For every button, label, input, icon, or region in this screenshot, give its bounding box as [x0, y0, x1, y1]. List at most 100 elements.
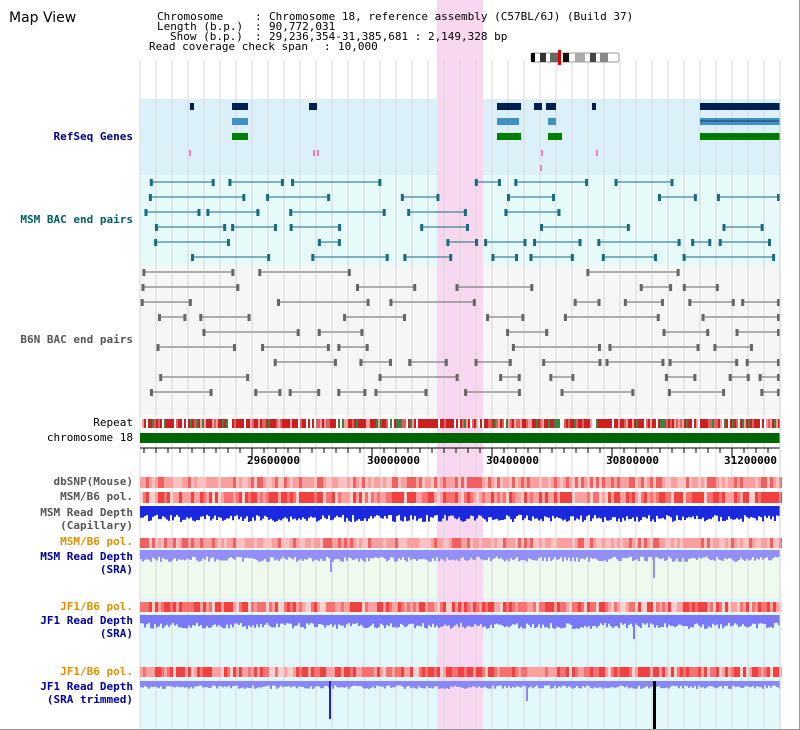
msm-sra-depth [610, 550, 612, 559]
heat-strip-cell [602, 477, 605, 488]
heat-strip-cell [623, 492, 626, 503]
msm-capillary-depth [200, 506, 202, 517]
msm-capillary-depth [270, 506, 272, 519]
heat-strip-cell [344, 538, 347, 548]
jf1-trimmed-depth [662, 681, 664, 689]
jf1-sra-depth [752, 615, 754, 624]
heat-strip-cell [554, 667, 557, 677]
heat-strip-cell [578, 492, 581, 503]
msm-capillary-depth [512, 506, 514, 522]
jf1-trimmed-depth [216, 681, 218, 689]
heat-strip-cell [272, 602, 275, 612]
msm-sra-depth [312, 550, 314, 562]
heat-strip-cell [281, 667, 284, 677]
heat-strip-cell [182, 667, 185, 677]
heat-strip-cell [287, 492, 290, 503]
ideogram-band [531, 53, 535, 62]
jf1-trimmed-depth [338, 681, 340, 688]
heat-strip-cell [257, 602, 260, 612]
b6n-bac-end [706, 329, 710, 336]
repeat-segment [174, 419, 176, 428]
jf1-sra-depth [686, 615, 688, 627]
heat-strip-cell [470, 602, 473, 612]
jf1-trimmed-depth [520, 681, 522, 688]
msm-capillary-depth [494, 506, 496, 520]
b6n-bac-end [360, 329, 364, 336]
heat-strip-cell [647, 477, 650, 488]
jf1-trimmed-depth [508, 681, 510, 687]
heat-strip-cell [743, 492, 746, 503]
heat-strip-cell [563, 492, 566, 503]
msm-capillary-depth [454, 506, 456, 519]
heat-strip-cell [770, 667, 773, 677]
repeat-segment [408, 419, 410, 428]
msm-sra-depth [506, 550, 508, 560]
b6n-bac-end [521, 314, 525, 321]
jf1-sra-depth [348, 615, 350, 623]
msm-sra-depth [646, 550, 648, 562]
heat-strip-cell [776, 667, 779, 677]
repeat-segment [196, 419, 198, 428]
b6n-bac-end [276, 299, 280, 306]
heat-strip-cell [626, 667, 629, 677]
heat-strip-cell [503, 492, 506, 503]
heat-strip-cell [254, 492, 257, 503]
heat-strip-cell [458, 538, 461, 548]
repeat-segment [680, 419, 682, 428]
jf1-trimmed-depth [724, 681, 726, 686]
msm-capillary-depth [346, 506, 348, 518]
jf1-sra-depth [542, 615, 544, 625]
track-label-refseq[interactable]: RefSeq Genes [53, 130, 133, 143]
heat-strip-cell [260, 667, 263, 677]
jf1-trimmed-depth [556, 681, 558, 689]
heat-strip-cell [197, 538, 200, 548]
heat-strip-cell [695, 477, 698, 488]
heat-strip-cell [470, 492, 473, 503]
msm-capillary-depth [598, 506, 600, 518]
msm-sra-depth [598, 550, 600, 561]
repeat-segment [344, 419, 346, 428]
jf1-sra-depth [334, 615, 336, 625]
jf1-trimmed-depth [464, 681, 466, 689]
repeat-segment [242, 419, 244, 428]
repeat-segment [150, 419, 152, 428]
track-label-msm-bac[interactable]: MSM BAC end pairs [20, 213, 133, 226]
jf1-sra-depth [430, 615, 432, 627]
repeat-segment [538, 419, 540, 428]
msm-sra-depth [494, 550, 496, 558]
jf1-trimmed-depth [554, 681, 556, 686]
msm-capillary-depth [728, 506, 730, 517]
heat-strip-cell [215, 602, 218, 612]
heat-strip-cell [443, 667, 446, 677]
jf1-trimmed-depth [430, 681, 432, 688]
heat-strip-cell [770, 492, 773, 503]
msm-sra-depth [214, 550, 216, 562]
heat-strip-cell [602, 492, 605, 503]
heat-strip-cell [242, 538, 245, 548]
heat-strip-cell [452, 667, 455, 677]
heat-strip-cell [674, 538, 677, 548]
msm-sra-depth [602, 550, 604, 561]
jf1-trimmed-depth [752, 681, 754, 687]
heat-strip-cell [725, 477, 728, 488]
heat-strip-cell [656, 602, 659, 612]
heat-strip-cell [755, 477, 758, 488]
heat-strip-cell [254, 538, 257, 548]
heat-strip-cell [734, 667, 737, 677]
heat-strip-cell [521, 602, 524, 612]
msm-sra-depth [732, 550, 734, 561]
msm-sra-depth [176, 550, 178, 562]
msm-sra-depth [488, 550, 490, 558]
heat-strip-cell [173, 492, 176, 503]
heat-strip-cell [509, 667, 512, 677]
msm-capillary-depth [442, 506, 444, 519]
heat-strip-cell [704, 602, 707, 612]
jf1-sra-depth [662, 615, 664, 628]
heat-strip-cell [497, 667, 500, 677]
track-label-b6n-bac[interactable]: B6N BAC end pairs [20, 333, 133, 346]
heat-strip-cell [386, 667, 389, 677]
heat-strip-cell [608, 602, 611, 612]
refseq-gene [546, 103, 556, 110]
msm-sra-depth [718, 550, 720, 560]
